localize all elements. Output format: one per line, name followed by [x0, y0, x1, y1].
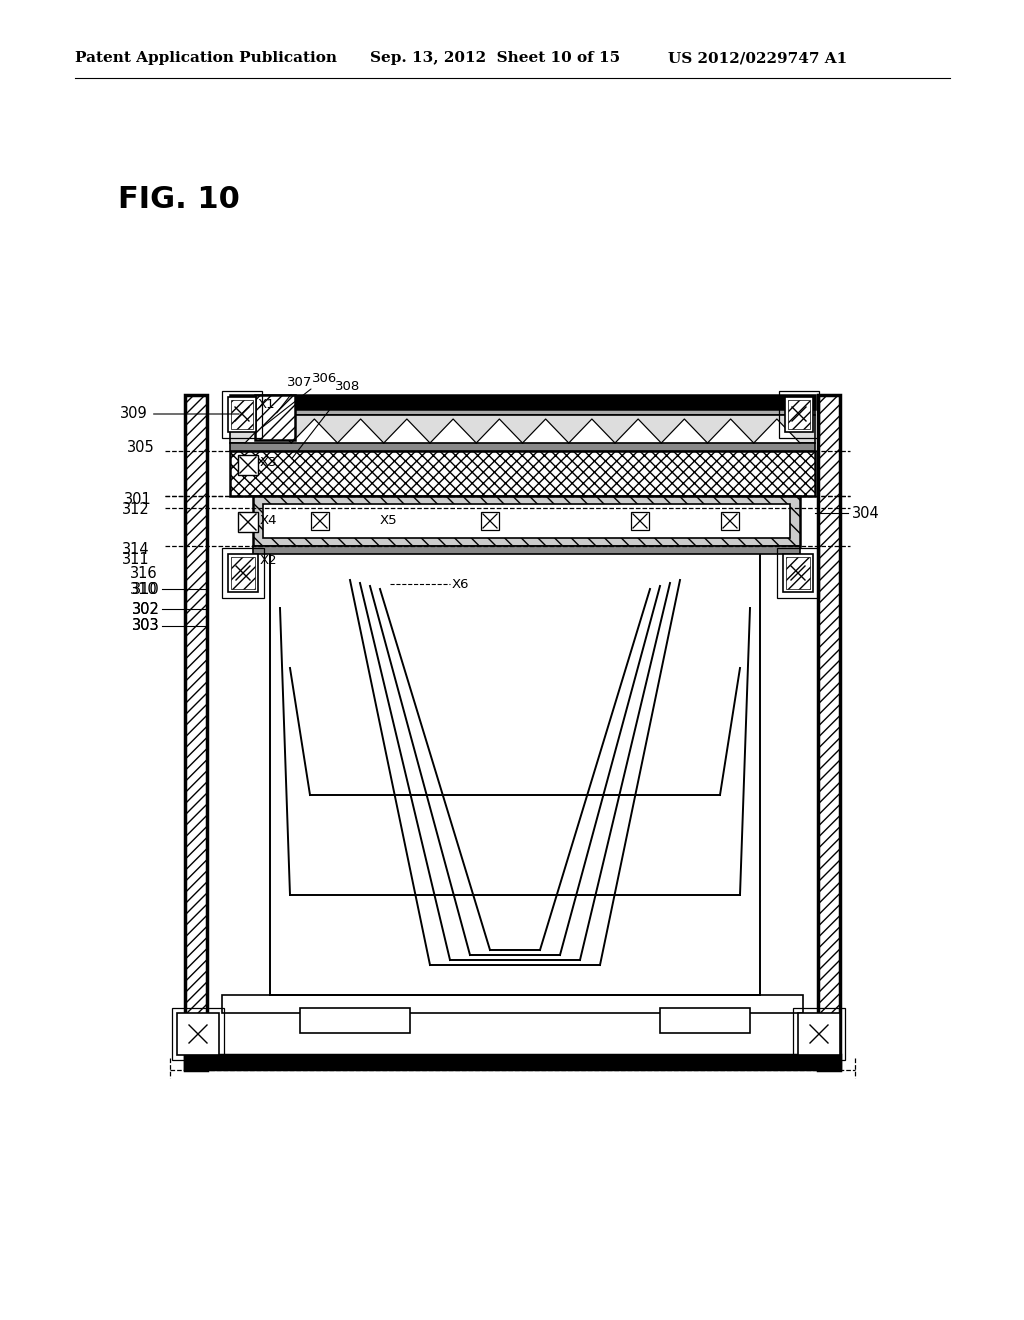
Text: X3: X3 — [260, 457, 278, 470]
Bar — [255, 395, 295, 440]
Bar — [481, 512, 499, 531]
Bar — [783, 554, 813, 591]
Bar — [231, 400, 253, 429]
Text: 302: 302 — [132, 602, 160, 616]
Polygon shape — [430, 418, 476, 444]
Polygon shape — [662, 418, 708, 444]
Text: 314: 314 — [123, 543, 150, 557]
Bar — [230, 451, 815, 496]
Text: X5: X5 — [380, 515, 397, 528]
Bar — [230, 395, 815, 409]
Bar — [255, 395, 295, 440]
Text: Sep. 13, 2012  Sheet 10 of 15: Sep. 13, 2012 Sheet 10 of 15 — [370, 51, 621, 65]
Text: 316: 316 — [130, 566, 158, 582]
Text: 308: 308 — [292, 380, 360, 459]
Polygon shape — [384, 418, 430, 444]
Text: 303: 303 — [132, 619, 160, 634]
Bar — [228, 397, 256, 432]
Text: X2: X2 — [260, 554, 278, 568]
Text: 310: 310 — [132, 582, 160, 597]
Bar — [263, 504, 790, 539]
Text: 306: 306 — [262, 371, 338, 428]
Text: 301: 301 — [124, 492, 152, 507]
Bar — [185, 395, 207, 1071]
Bar — [177, 1012, 219, 1055]
Bar — [779, 391, 819, 438]
Bar — [222, 391, 262, 438]
Bar — [818, 395, 840, 1071]
Bar — [222, 995, 803, 1012]
Bar — [230, 444, 815, 451]
Text: 312: 312 — [122, 503, 150, 517]
Polygon shape — [568, 418, 615, 444]
Text: X6: X6 — [452, 578, 469, 590]
Polygon shape — [476, 418, 522, 444]
Bar — [230, 414, 815, 444]
Bar — [793, 1008, 845, 1060]
Polygon shape — [754, 418, 800, 444]
Bar — [798, 1012, 840, 1055]
Text: X4: X4 — [260, 513, 278, 527]
Text: 304: 304 — [852, 506, 880, 520]
Polygon shape — [291, 418, 338, 444]
Bar — [786, 557, 810, 589]
Bar — [818, 395, 840, 1071]
Bar — [222, 548, 264, 598]
Bar — [253, 496, 800, 546]
Text: 307: 307 — [276, 376, 312, 413]
Bar — [185, 1055, 840, 1069]
Text: 310: 310 — [130, 582, 158, 597]
Polygon shape — [708, 418, 754, 444]
Bar — [721, 512, 739, 531]
Bar — [777, 548, 819, 598]
Bar — [788, 400, 810, 429]
Bar — [253, 546, 800, 554]
Polygon shape — [245, 418, 291, 444]
Polygon shape — [615, 418, 662, 444]
Text: 302: 302 — [132, 602, 160, 616]
Bar — [660, 1008, 750, 1034]
Bar — [172, 1008, 224, 1060]
Bar — [300, 1008, 410, 1034]
Polygon shape — [338, 418, 384, 444]
Text: 305: 305 — [127, 441, 155, 455]
Bar — [238, 455, 258, 475]
Bar — [238, 512, 258, 532]
Text: X1: X1 — [258, 397, 275, 411]
Bar — [231, 557, 255, 589]
Bar — [785, 397, 813, 432]
Bar — [253, 496, 800, 546]
Text: Patent Application Publication: Patent Application Publication — [75, 51, 337, 65]
Bar — [631, 512, 649, 531]
Text: 303: 303 — [132, 619, 160, 634]
Text: 309: 309 — [120, 407, 240, 421]
Bar — [311, 512, 329, 531]
Text: US 2012/0229747 A1: US 2012/0229747 A1 — [668, 51, 847, 65]
Bar — [228, 554, 258, 591]
Text: 311: 311 — [123, 553, 150, 568]
Bar — [185, 395, 207, 1071]
Polygon shape — [522, 418, 568, 444]
Text: FIG. 10: FIG. 10 — [118, 186, 240, 214]
Bar — [230, 409, 815, 414]
Bar — [230, 451, 815, 496]
